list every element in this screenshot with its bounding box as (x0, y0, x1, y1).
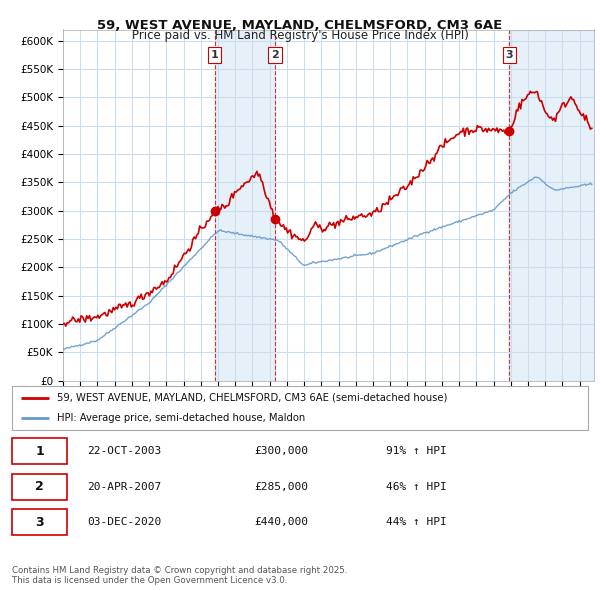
Text: £285,000: £285,000 (254, 482, 308, 491)
Text: 2: 2 (35, 480, 44, 493)
Text: Contains HM Land Registry data © Crown copyright and database right 2025.
This d: Contains HM Land Registry data © Crown c… (12, 566, 347, 585)
Bar (215, 30, 275, 381)
Text: 59, WEST AVENUE, MAYLAND, CHELMSFORD, CM3 6AE: 59, WEST AVENUE, MAYLAND, CHELMSFORD, CM… (97, 19, 503, 32)
Text: 20-APR-2007: 20-APR-2007 (87, 482, 161, 491)
Text: £300,000: £300,000 (254, 447, 308, 456)
FancyBboxPatch shape (12, 474, 67, 500)
Text: £440,000: £440,000 (254, 517, 308, 527)
Text: 03-DEC-2020: 03-DEC-2020 (87, 517, 161, 527)
Text: 1: 1 (35, 445, 44, 458)
FancyBboxPatch shape (12, 509, 67, 535)
Text: 44% ↑ HPI: 44% ↑ HPI (386, 517, 447, 527)
Text: 91% ↑ HPI: 91% ↑ HPI (386, 447, 447, 456)
Text: 46% ↑ HPI: 46% ↑ HPI (386, 482, 447, 491)
Bar (509, 30, 594, 381)
Text: 59, WEST AVENUE, MAYLAND, CHELMSFORD, CM3 6AE (semi-detached house): 59, WEST AVENUE, MAYLAND, CHELMSFORD, CM… (57, 393, 448, 402)
Text: 3: 3 (506, 50, 513, 60)
FancyBboxPatch shape (12, 438, 67, 464)
Text: HPI: Average price, semi-detached house, Maldon: HPI: Average price, semi-detached house,… (57, 414, 305, 423)
Text: 2: 2 (271, 50, 279, 60)
Text: 1: 1 (211, 50, 218, 60)
Text: 22-OCT-2003: 22-OCT-2003 (87, 447, 161, 456)
Text: 3: 3 (35, 516, 44, 529)
Text: Price paid vs. HM Land Registry's House Price Index (HPI): Price paid vs. HM Land Registry's House … (131, 30, 469, 42)
